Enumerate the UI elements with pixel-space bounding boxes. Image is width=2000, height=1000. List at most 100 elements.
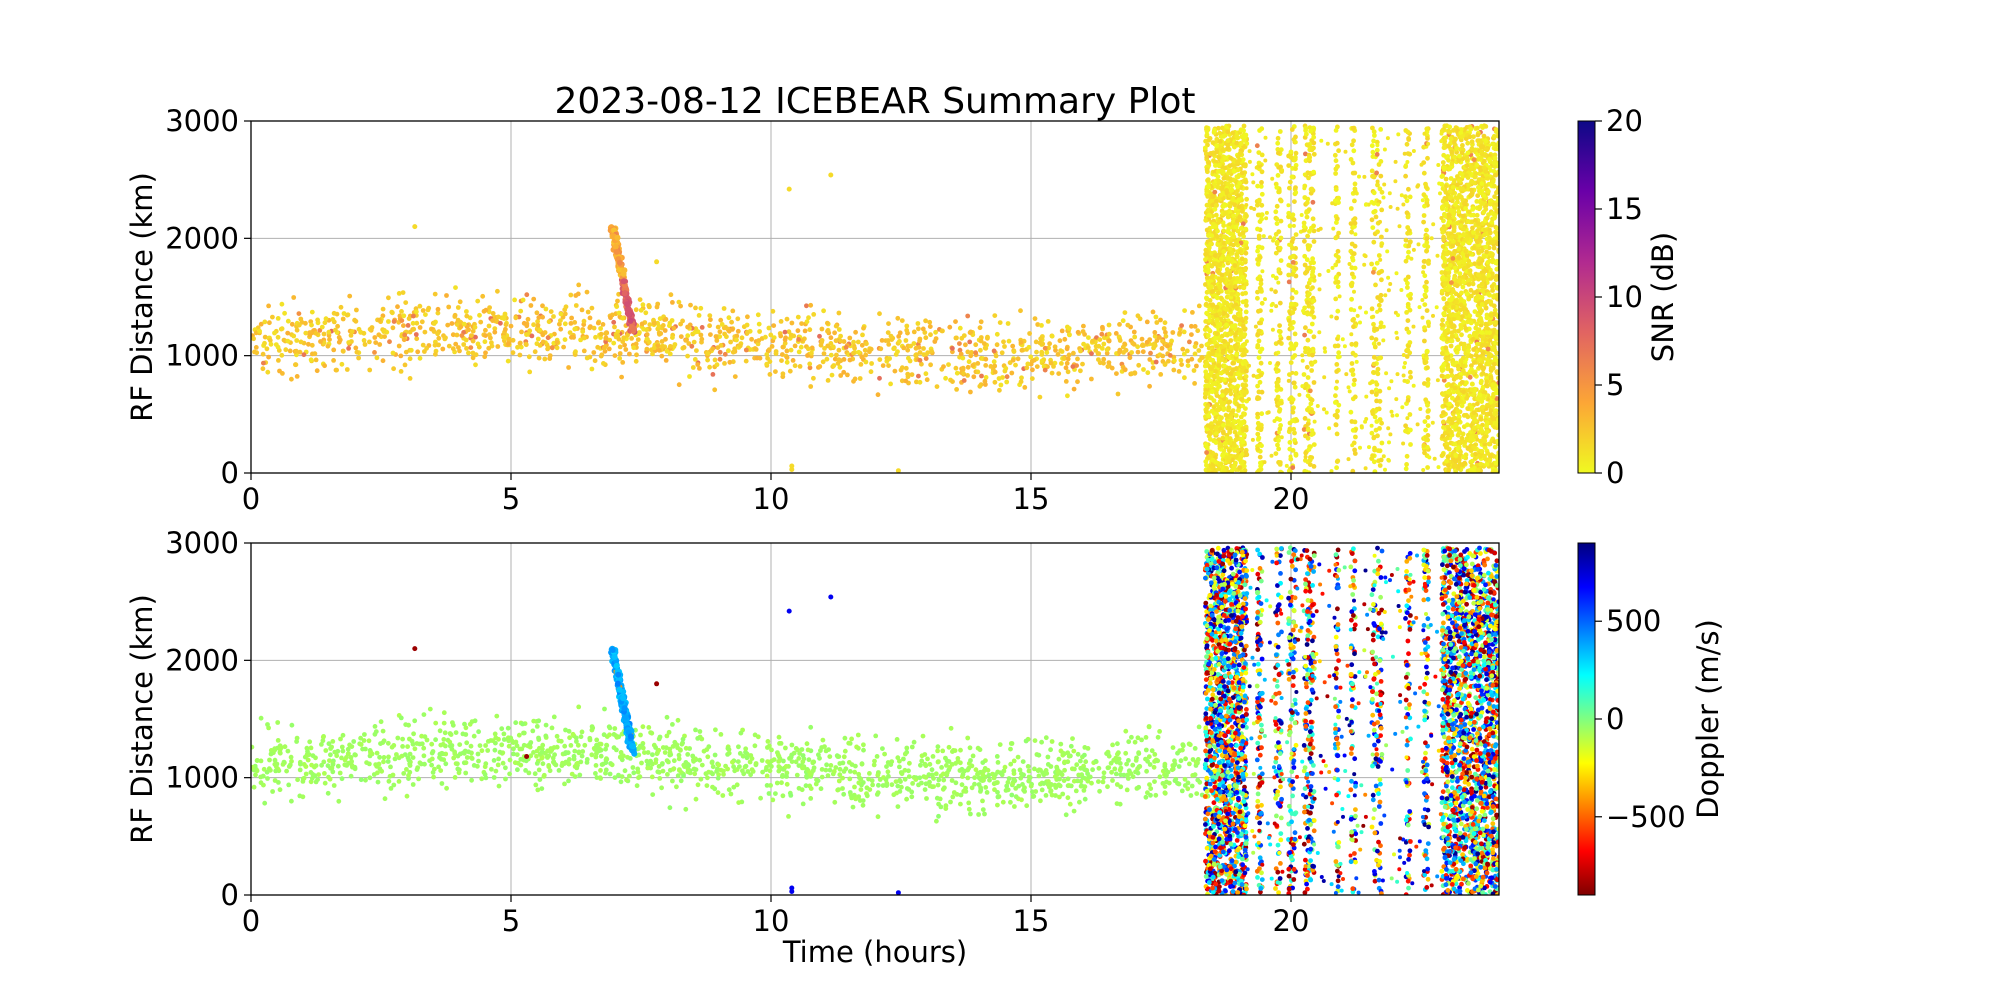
scatter-point: [483, 327, 488, 333]
scatter-point: [617, 356, 623, 361]
scatter-point: [1422, 338, 1427, 344]
scatter-point: [468, 345, 474, 350]
scatter-point: [1371, 370, 1376, 375]
scatter-point: [1307, 457, 1313, 463]
scatter-point: [983, 375, 989, 380]
scatter-point: [265, 369, 271, 375]
scatter-point: [808, 302, 814, 308]
scatter-point: [1348, 206, 1354, 211]
scatter-point: [424, 345, 429, 351]
scatter-point: [1224, 322, 1229, 328]
scatter-point: [631, 345, 637, 351]
scatter-point: [633, 358, 639, 364]
scatter-point: [1238, 347, 1244, 353]
scatter-point: [1009, 370, 1015, 376]
scatter-point: [1307, 243, 1313, 249]
scatter-point: [678, 321, 683, 327]
scatter-point: [992, 379, 998, 385]
scatter-point: [1095, 351, 1101, 356]
scatter-point: [1066, 326, 1072, 331]
scatter-point: [1065, 393, 1070, 399]
scatter-point: [1425, 136, 1430, 141]
scatter-point: [1192, 344, 1198, 349]
scatter-point: [431, 321, 437, 326]
scatter-point: [1425, 402, 1430, 408]
scatter-point: [1116, 334, 1122, 340]
scatter-point: [764, 352, 770, 357]
scatter-point: [1106, 338, 1112, 344]
scatter-point: [524, 292, 530, 298]
scatter-point: [1220, 392, 1225, 398]
scatter-point: [834, 352, 839, 358]
scatter-point: [1161, 326, 1167, 331]
scatter-point: [436, 342, 441, 348]
scatter-point: [836, 357, 842, 362]
scatter-point: [1352, 447, 1357, 453]
scatter-point: [1234, 344, 1240, 350]
scatter-point: [1206, 245, 1212, 251]
scatter-point: [1159, 346, 1165, 351]
scatter-point: [669, 318, 675, 323]
scatter-point: [1259, 443, 1264, 449]
scatter-point: [293, 362, 299, 368]
scatter-point: [657, 331, 662, 337]
scatter-point: [1234, 352, 1240, 357]
scatter-point: [321, 331, 327, 337]
scatter-point: [340, 348, 346, 354]
scatter-point: [455, 305, 461, 310]
figure-title: 2023-08-12 ICEBEAR Summary Plot: [555, 81, 1196, 122]
scatter-point: [534, 310, 540, 316]
scatter-point: [1236, 173, 1241, 179]
scatter-point: [905, 347, 911, 353]
scatter-point: [1374, 152, 1380, 157]
scatter-point: [917, 350, 923, 355]
scatter-point: [1240, 403, 1246, 409]
scatter-point: [1310, 298, 1316, 304]
scatter-point: [339, 361, 345, 367]
scatter-point: [587, 315, 593, 321]
scatter-point: [1333, 252, 1339, 258]
scatter-point: [1059, 361, 1064, 366]
scatter-point: [615, 329, 621, 334]
scatter-point: [792, 363, 798, 369]
scatter-point: [1233, 284, 1238, 289]
scatter-point: [1237, 465, 1243, 470]
scatter-point: [685, 324, 690, 330]
scatter-point: [549, 345, 555, 351]
scatter-point: [1071, 386, 1077, 392]
scatter-point: [835, 361, 841, 366]
scatter-point: [1099, 331, 1105, 337]
scatter-point: [1404, 453, 1410, 459]
scatter-point: [1221, 422, 1226, 428]
scatter-point: [693, 305, 698, 311]
scatter-point: [982, 378, 988, 384]
scatter-point: [260, 351, 266, 357]
scatter-point: [1024, 365, 1030, 371]
scatter-point: [1208, 357, 1213, 363]
scatter-point: [1236, 403, 1242, 409]
scatter-point: [1239, 396, 1244, 402]
scatter-point: [1276, 328, 1282, 334]
scatter-point: [625, 332, 630, 338]
scatter-point: [722, 361, 727, 366]
scatter-point: [1233, 366, 1239, 372]
scatter-point: [1227, 436, 1233, 441]
scatter-point: [267, 338, 273, 343]
scatter-point: [997, 320, 1003, 325]
scatter-point: [1213, 172, 1218, 178]
scatter-point: [457, 299, 463, 305]
scatter-point: [1336, 402, 1342, 408]
scatter-point: [606, 346, 612, 352]
scatter-point: [1422, 325, 1427, 331]
scatter-point: [973, 342, 979, 348]
scatter-point: [1205, 375, 1211, 380]
scatter-point: [717, 334, 723, 339]
scatter-point: [1408, 427, 1413, 433]
scatter-point: [715, 345, 721, 350]
scatter-point: [1228, 391, 1234, 397]
scatter-point: [503, 326, 508, 332]
scatter-point: [627, 351, 632, 357]
scatter-point: [1311, 380, 1317, 385]
scatter-point: [372, 350, 377, 355]
scatter-point: [795, 314, 801, 320]
